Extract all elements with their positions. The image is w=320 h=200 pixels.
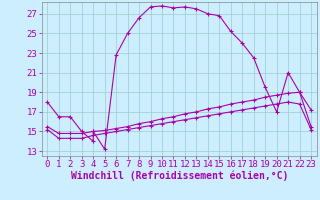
- X-axis label: Windchill (Refroidissement éolien,°C): Windchill (Refroidissement éolien,°C): [70, 171, 288, 181]
